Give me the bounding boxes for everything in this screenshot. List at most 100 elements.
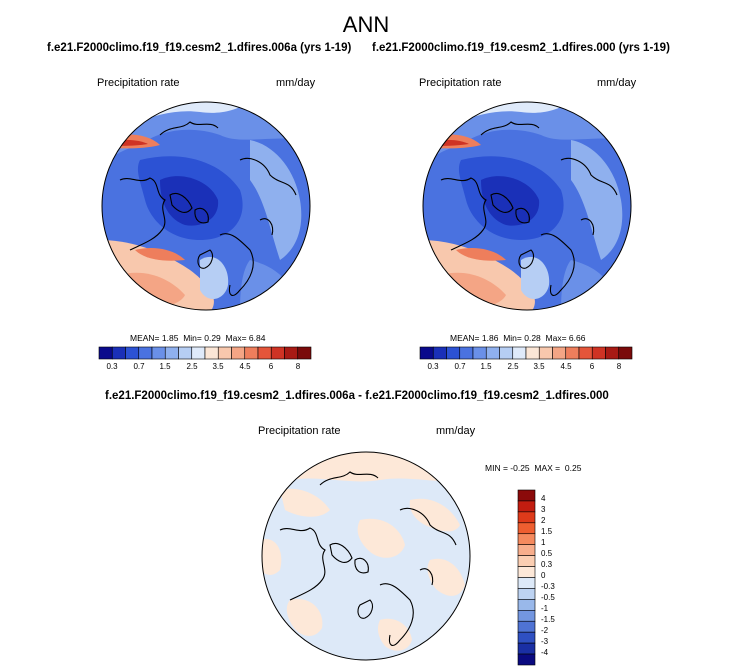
colorbar-tick: 3.5: [212, 362, 224, 371]
colorbar-tick: 4.5: [560, 362, 572, 371]
colorbar-swatch: [517, 599, 536, 611]
panel-1-run-title: f.e21.F2000climo.f19_f19.cesm2_1.dfires.…: [47, 42, 352, 54]
coastline: [518, 249, 535, 269]
panel-1-units-label: mm/day: [276, 77, 316, 89]
colorbar-swatch: [578, 346, 593, 360]
colorbar-swatch: [517, 588, 536, 600]
diff-band: [427, 558, 465, 596]
colorbar-swatch: [485, 346, 500, 360]
colorbar-swatch: [517, 577, 536, 589]
colorbar-swatch: [244, 346, 259, 360]
map-outline: [261, 451, 471, 661]
colorbar-swatch: [517, 533, 536, 545]
colorbar-swatch: [178, 346, 193, 360]
colorbar-tick: -1.5: [541, 615, 555, 624]
colorbar-swatch: [618, 346, 633, 360]
colorbar-swatch: [111, 346, 126, 360]
coastline: [329, 542, 353, 563]
colorbar-swatch: [525, 346, 540, 360]
panel-1-polar-map: [101, 101, 311, 311]
diff-band: [262, 452, 470, 485]
colorbar-swatch: [217, 346, 232, 360]
precip-band: [160, 176, 219, 226]
colorbar-swatch: [517, 653, 536, 666]
colorbar-swatch: [138, 346, 153, 360]
colorbar-tick: 0.3: [427, 362, 439, 371]
min-value: 0.28: [524, 333, 541, 343]
panel-2-field-label: Precipitation rate: [419, 77, 502, 89]
colorbar-swatch: [517, 555, 536, 567]
diff-band: [377, 618, 412, 651]
map-background-fill: [262, 452, 470, 660]
colorbar-swatch: [164, 346, 179, 360]
min-value: -0.25: [510, 463, 530, 473]
colorbar-swatch: [499, 346, 514, 360]
colorbar-tick: 1.5: [159, 362, 171, 371]
precip-band: [423, 102, 631, 170]
map-outline: [101, 101, 311, 311]
colorbar-swatch: [517, 500, 536, 513]
colorbar-swatch: [591, 346, 606, 360]
map-outline: [422, 101, 632, 311]
colorbar-swatch: [472, 346, 487, 360]
mean-value: 1.85: [161, 333, 179, 343]
colorbar-swatch: [231, 346, 246, 360]
colorbar-swatch: [605, 346, 620, 360]
colorbar-swatch: [257, 346, 272, 360]
colorbar-swatch: [517, 511, 536, 524]
panel-1-field-label: Precipitation rate: [97, 77, 180, 89]
colorbar-swatch: [151, 346, 166, 360]
colorbar-swatch: [432, 346, 447, 360]
panel-1-colorbar-ticks: 0.3 0.7 1.5 2.5 3.5 4.5 6 8: [99, 362, 311, 374]
colorbar-tick: 1.5: [480, 362, 492, 371]
colorbar-tick: 0.3: [541, 560, 553, 569]
max-label: Max=: [545, 333, 567, 343]
colorbar-swatch: [446, 346, 461, 360]
colorbar-tick: 3.5: [533, 362, 545, 371]
colorbar-tick: 8: [295, 362, 301, 371]
panel-2-run-title: f.e21.F2000climo.f19_f19.cesm2_1.dfires.…: [372, 42, 670, 54]
colorbar-tick: -0.3: [541, 582, 555, 591]
colorbar-swatch: [517, 642, 536, 655]
colorbar-swatch: [98, 346, 113, 360]
colorbar-swatch: [191, 346, 206, 360]
colorbar-swatch: [297, 346, 312, 360]
max-label: MAX =: [534, 463, 561, 473]
coastline: [119, 177, 166, 251]
coastline: [279, 527, 326, 601]
coastline: [515, 207, 530, 224]
diff-colorbar: [517, 489, 536, 666]
colorbar-swatch: [538, 346, 553, 360]
panel-2-stats: MEAN= 1.86 Min= 0.28 Max= 6.66: [450, 333, 585, 343]
diff-stats: MIN = -0.25 MAX = 0.25: [485, 463, 581, 473]
colorbar-swatch: [552, 346, 567, 360]
max-value: 6.66: [568, 333, 586, 343]
colorbar-tick: 0.7: [133, 362, 145, 371]
colorbar-tick: 1.5: [541, 527, 553, 536]
colorbar-swatch: [459, 346, 474, 360]
colorbar-tick: 4.5: [239, 362, 251, 371]
coastline: [480, 121, 540, 136]
mean-value: 1.86: [481, 333, 499, 343]
diff-band: [409, 498, 460, 532]
panel-2-colorbar-ticks: 0.3 0.7 1.5 2.5 3.5 4.5 6 8: [420, 362, 632, 374]
colorbar-tick: 8: [616, 362, 622, 371]
colorbar-tick: -3: [541, 637, 549, 646]
panel-2-units-label: mm/day: [597, 77, 637, 89]
panel-2-colorbar: [419, 346, 633, 360]
diff-colorbar-ticks: 4 3 2 1.5 1 0.5 0.3 0 -0.3 -0.5 -1 -1.5 …: [541, 490, 571, 665]
min-label: Min=: [183, 333, 202, 343]
diff-units-label: mm/day: [436, 425, 476, 437]
colorbar-tick: 6: [589, 362, 595, 371]
colorbar-swatch: [512, 346, 527, 360]
colorbar-tick: 4: [541, 494, 546, 503]
coastline: [357, 599, 374, 619]
max-value: 0.25: [564, 463, 582, 473]
colorbar-tick: 0: [541, 571, 546, 580]
colorbar-tick: -4: [541, 648, 549, 657]
colorbar-swatch: [517, 610, 536, 622]
mean-label: MEAN=: [130, 333, 160, 343]
colorbar-swatch: [204, 346, 219, 360]
min-label: Min=: [503, 333, 522, 343]
colorbar-tick: -0.5: [541, 593, 555, 602]
